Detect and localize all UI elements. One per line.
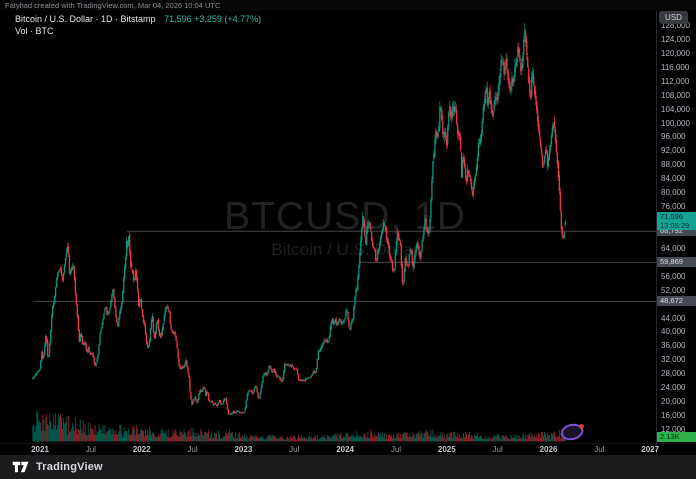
price-level-axis-label: 48,672 bbox=[657, 296, 696, 307]
price-tick-label: 28,000 bbox=[661, 369, 686, 379]
price-tick-label: 108,000 bbox=[661, 90, 690, 100]
annotation-red-dot bbox=[579, 424, 584, 429]
price-level-axis-label: 68,792 bbox=[657, 226, 696, 237]
price-tick-label: 20,000 bbox=[661, 397, 686, 407]
time-axis-label: 2027 bbox=[641, 445, 660, 454]
chart-legend[interactable]: Bitcoin / U.S. Dollar · 1D · Bitstamp 71… bbox=[15, 13, 261, 37]
time-axis-label: 2024 bbox=[336, 445, 354, 454]
symbol-title[interactable]: Bitcoin / U.S. Dollar · 1D · Bitstamp bbox=[15, 14, 156, 24]
time-axis-label: 2025 bbox=[437, 445, 456, 454]
legend-symbol-row[interactable]: Bitcoin / U.S. Dollar · 1D · Bitstamp 71… bbox=[15, 13, 261, 25]
price-tick-label: 44,000 bbox=[661, 313, 686, 323]
time-axis-label: Jul bbox=[492, 445, 503, 454]
chart-pane[interactable] bbox=[0, 0, 696, 455]
price-tick-label: 128,000 bbox=[661, 21, 690, 30]
circle-drawing-annotation[interactable] bbox=[560, 423, 584, 441]
price-tick-label: 124,000 bbox=[661, 34, 690, 44]
time-axis-label: 2026 bbox=[539, 445, 558, 454]
tradingview-logo-icon[interactable] bbox=[12, 460, 30, 474]
last-price-change: 71,596 +3,259 (+4.77%) bbox=[164, 14, 262, 24]
price-scale[interactable]: 128,000 124,000 120,000 116,000 112,000 108,0… bbox=[657, 11, 696, 443]
attribution-text: Fatyhad created with TradingView.com, Ma… bbox=[5, 1, 221, 10]
volume-indicator-label[interactable]: Vol · BTC bbox=[15, 26, 54, 36]
candle-bodies-down bbox=[42, 32, 563, 415]
last-price-axis-label: 71,596 13:05:29 bbox=[657, 212, 696, 231]
volume-axis-label: 2.13K bbox=[657, 432, 696, 442]
time-axis-label: 2023 bbox=[234, 445, 253, 454]
time-axis-label: Jul bbox=[289, 445, 300, 454]
price-tick-label: 52,000 bbox=[661, 285, 686, 295]
price-tick-label: 16,000 bbox=[661, 411, 686, 421]
price-tick-label: 96,000 bbox=[661, 132, 686, 142]
volume-bars-down bbox=[42, 413, 563, 442]
time-axis-label: 2022 bbox=[132, 445, 151, 454]
price-tick-label: 84,000 bbox=[661, 174, 686, 184]
time-axis-separator bbox=[0, 443, 696, 444]
price-tick-label: 40,000 bbox=[661, 327, 686, 337]
legend-volume-row[interactable]: Vol · BTC bbox=[15, 25, 261, 37]
bar-countdown: 13:05:29 bbox=[660, 221, 690, 231]
price-tick-label: 120,000 bbox=[661, 48, 690, 58]
last-price-value: 71,596 bbox=[660, 212, 683, 222]
price-tick-label: 92,000 bbox=[661, 146, 686, 156]
price-tick-label: 76,000 bbox=[661, 202, 686, 212]
price-tick-label: 112,000 bbox=[661, 76, 690, 86]
footer-bar: TradingView bbox=[0, 455, 696, 479]
attribution-bar: Fatyhad created with TradingView.com, Ma… bbox=[0, 0, 696, 11]
price-tick-label: 88,000 bbox=[661, 160, 686, 170]
price-tick-label: 24,000 bbox=[661, 383, 686, 393]
currency-toggle-button[interactable]: USD bbox=[659, 11, 688, 24]
time-scale[interactable]: 2021 Jul 2022 Jul 2023 Jul 2024 Jul 2025 Jul 2026 J… bbox=[0, 444, 696, 455]
price-tick-label: 80,000 bbox=[661, 188, 686, 198]
price-level-axis-label: 59,869 bbox=[657, 257, 696, 268]
price-tick-label: 56,000 bbox=[661, 271, 686, 281]
price-tick-label: 32,000 bbox=[661, 355, 686, 365]
tradingview-brand-text[interactable]: TradingView bbox=[36, 461, 103, 473]
price-axis-separator bbox=[656, 11, 657, 455]
volume-bars-up bbox=[32, 410, 566, 442]
time-axis-label: Jul bbox=[594, 445, 605, 454]
time-axis-label: Jul bbox=[187, 445, 198, 454]
time-axis-label: 2021 bbox=[31, 445, 49, 454]
price-tick-label: 100,000 bbox=[661, 118, 690, 128]
time-axis-label: Jul bbox=[85, 445, 96, 454]
price-tick-label: 104,000 bbox=[661, 104, 690, 114]
candle-bodies-up bbox=[32, 30, 566, 415]
price-tick-label: 116,000 bbox=[661, 62, 690, 72]
price-tick-label: 36,000 bbox=[661, 341, 686, 351]
price-tick-label: 12,000 bbox=[661, 425, 686, 434]
price-tick-label: 64,000 bbox=[661, 243, 686, 253]
time-axis-label: Jul bbox=[390, 445, 402, 454]
